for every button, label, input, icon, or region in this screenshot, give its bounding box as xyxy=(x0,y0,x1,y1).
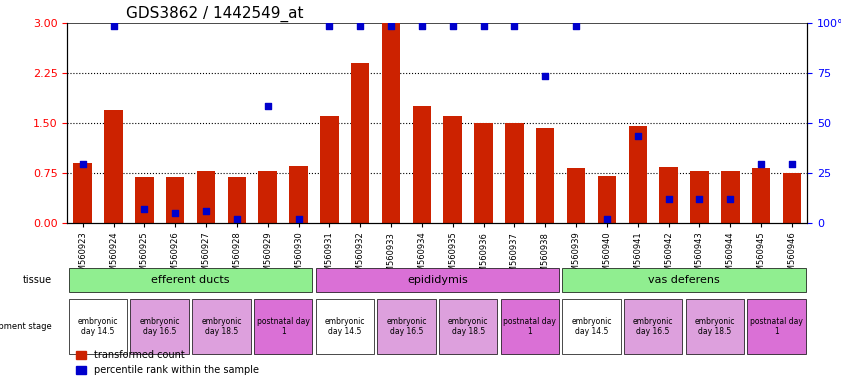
FancyBboxPatch shape xyxy=(69,299,127,354)
Point xyxy=(199,208,213,214)
Point xyxy=(292,216,305,222)
Point xyxy=(353,23,367,30)
Point xyxy=(754,161,768,167)
Text: embryonic
day 14.5: embryonic day 14.5 xyxy=(325,317,365,336)
FancyBboxPatch shape xyxy=(562,299,621,354)
Point xyxy=(662,196,675,202)
Text: embryonic
day 18.5: embryonic day 18.5 xyxy=(695,317,735,336)
Bar xyxy=(783,173,801,223)
FancyBboxPatch shape xyxy=(315,268,559,293)
Bar xyxy=(289,166,308,223)
Bar xyxy=(598,176,616,223)
Bar xyxy=(320,116,339,223)
FancyBboxPatch shape xyxy=(439,299,497,354)
FancyArrowPatch shape xyxy=(57,324,61,329)
Point xyxy=(168,210,182,216)
Text: embryonic
day 18.5: embryonic day 18.5 xyxy=(201,317,241,336)
Bar xyxy=(228,177,246,223)
Point xyxy=(569,23,583,30)
Point xyxy=(107,23,120,30)
Point xyxy=(785,161,799,167)
Text: embryonic
day 14.5: embryonic day 14.5 xyxy=(571,317,611,336)
FancyBboxPatch shape xyxy=(624,299,682,354)
FancyBboxPatch shape xyxy=(192,299,251,354)
FancyBboxPatch shape xyxy=(315,299,374,354)
Text: postnatal day
1: postnatal day 1 xyxy=(504,317,556,336)
Bar xyxy=(382,23,400,223)
Bar xyxy=(659,167,678,223)
FancyBboxPatch shape xyxy=(747,299,806,354)
Bar xyxy=(197,171,215,223)
Text: embryonic
day 16.5: embryonic day 16.5 xyxy=(140,317,180,336)
Bar xyxy=(536,127,554,223)
FancyBboxPatch shape xyxy=(130,299,189,354)
Bar xyxy=(752,168,770,223)
Text: development stage: development stage xyxy=(0,322,52,331)
Point xyxy=(415,23,429,30)
Bar xyxy=(351,63,369,223)
FancyBboxPatch shape xyxy=(254,299,312,354)
Point xyxy=(477,23,490,30)
FancyBboxPatch shape xyxy=(500,299,559,354)
Point xyxy=(261,103,274,109)
Bar xyxy=(474,123,493,223)
Bar xyxy=(166,177,184,223)
Point xyxy=(323,23,336,30)
Point xyxy=(230,216,244,222)
Bar xyxy=(567,168,585,223)
FancyBboxPatch shape xyxy=(562,268,806,293)
Text: GDS3862 / 1442549_at: GDS3862 / 1442549_at xyxy=(126,5,304,22)
Point xyxy=(723,196,737,202)
FancyBboxPatch shape xyxy=(377,299,436,354)
Text: embryonic
day 16.5: embryonic day 16.5 xyxy=(633,317,674,336)
FancyBboxPatch shape xyxy=(69,268,313,293)
Text: vas deferens: vas deferens xyxy=(648,275,720,285)
Bar xyxy=(721,171,739,223)
Bar xyxy=(258,171,277,223)
Text: epididymis: epididymis xyxy=(407,275,468,285)
FancyBboxPatch shape xyxy=(685,299,744,354)
Bar xyxy=(135,177,154,223)
Point xyxy=(538,73,552,79)
Point xyxy=(76,161,89,167)
Point xyxy=(693,196,706,202)
FancyArrowPatch shape xyxy=(57,278,61,283)
Point xyxy=(508,23,521,30)
Point xyxy=(631,133,644,139)
Text: embryonic
day 16.5: embryonic day 16.5 xyxy=(386,317,426,336)
Bar xyxy=(690,171,709,223)
Bar xyxy=(443,116,462,223)
Text: postnatal day
1: postnatal day 1 xyxy=(750,317,803,336)
Bar xyxy=(413,106,431,223)
Point xyxy=(446,23,459,30)
Point xyxy=(600,216,614,222)
Text: embryonic
day 14.5: embryonic day 14.5 xyxy=(78,317,119,336)
Point xyxy=(384,23,398,30)
Bar xyxy=(628,126,647,223)
Bar xyxy=(73,163,92,223)
Text: tissue: tissue xyxy=(23,275,52,285)
Point xyxy=(138,206,151,212)
Text: embryonic
day 18.5: embryonic day 18.5 xyxy=(448,317,489,336)
Bar xyxy=(104,109,123,223)
Bar xyxy=(505,123,524,223)
Legend: transformed count, percentile rank within the sample: transformed count, percentile rank withi… xyxy=(72,346,262,379)
Text: efferent ducts: efferent ducts xyxy=(151,275,230,285)
Text: postnatal day
1: postnatal day 1 xyxy=(257,317,309,336)
